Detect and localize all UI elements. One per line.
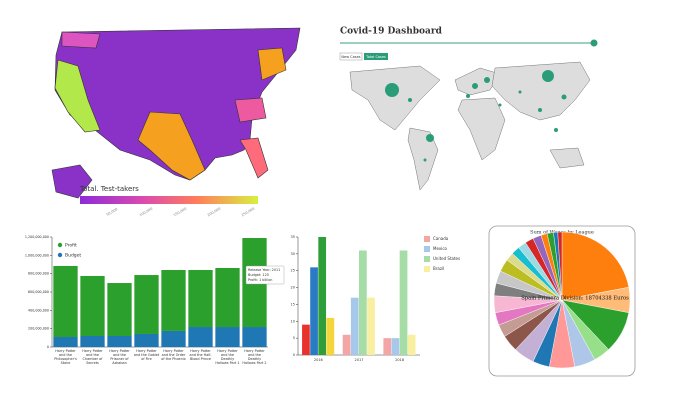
x-tick-label: Harry Potter and the Half-Blood Prince <box>189 349 212 362</box>
y-tick-label: 30 <box>291 252 295 256</box>
scale-tick-label: 100,000 <box>139 207 154 218</box>
legend-label: Profit <box>65 243 77 249</box>
bar <box>399 250 408 355</box>
case-bubbles <box>385 70 567 162</box>
x-tick-label: Harry Potter and the Deathly Hallows Par… <box>215 349 240 366</box>
scale-tick-label: 200,000 <box>207 207 222 218</box>
bar <box>359 250 367 355</box>
tooltip <box>245 265 285 285</box>
legend-title: Total. Test-takers <box>79 185 139 193</box>
tooltip-line: Release Year: 2011 <box>248 268 280 272</box>
slider-handle[interactable] <box>590 39 598 47</box>
button[interactable] <box>339 52 363 61</box>
legend-swatch <box>424 246 430 252</box>
bar <box>367 297 375 355</box>
bar <box>407 334 416 355</box>
bar <box>342 334 351 355</box>
bar-segment <box>134 275 159 334</box>
scale-tick-label: 50,000 <box>106 207 119 217</box>
y-tick-label: 5 <box>293 336 295 340</box>
x-tick-label-box: Harry Potter and the Philosopher's Stone <box>54 349 77 366</box>
x-tick-label-box: Harry Potter and the Prisoner of Azkaban <box>109 349 130 366</box>
x-tick-label: 2018 <box>395 358 404 362</box>
legend-label: Canada <box>433 236 449 241</box>
bar <box>302 324 310 355</box>
legend-label: United States <box>433 256 460 261</box>
tooltip-line: Profit: 1 billion <box>248 278 272 282</box>
y-tick-label: 600,000,000 <box>28 290 49 294</box>
bar-segment <box>53 337 78 347</box>
x-tick-label: Harry Potter and the Deathly Hallows Par… <box>242 349 267 366</box>
bar-segment <box>53 265 78 338</box>
y-tick-label: 25 <box>291 269 295 273</box>
button-label: Total Cases <box>365 55 386 59</box>
x-tick-label-box: Harry Potter and the Chamber of Secrets <box>82 349 103 366</box>
y-tick-label: 20 <box>291 286 295 290</box>
scale-tick-label: 250,000 <box>241 207 256 218</box>
y-tick-label: 400,000,000 <box>28 308 49 312</box>
color-scale <box>80 196 258 204</box>
covid-title: Covid-19 Dashboard <box>340 27 443 37</box>
legend-label: Budget <box>65 253 81 259</box>
pie-tooltip: Spain Primera Division: 18704338 Euros <box>521 296 629 302</box>
y-tick-label: 1,200,000,000 <box>25 235 49 239</box>
bar <box>318 237 327 355</box>
y-tick-label: 200,000,000 <box>28 327 49 331</box>
x-tick-label: Harry Potter and the Order of the Phoeni… <box>161 349 186 362</box>
bar <box>350 297 359 355</box>
legend-swatch <box>424 266 430 272</box>
tooltip-line: Budget: 125 <box>248 273 269 277</box>
x-tick-label: Harry Potter and the Prisoner of Azkaban <box>109 349 130 366</box>
y-tick-label: 800,000,000 <box>28 272 49 276</box>
y-tick-label: 35 <box>291 235 295 239</box>
bar-segment <box>188 327 213 347</box>
x-tick-label: Harry Potter and the Chamber of Secrets <box>82 349 103 366</box>
button-label: New Cases <box>341 55 360 59</box>
bar-segment <box>107 283 132 336</box>
y-tick-label: 0 <box>293 353 295 357</box>
y-tick-label: 15 <box>291 302 295 306</box>
x-tick-label-box: Harry Potter and the Deathly Hallows Par… <box>215 349 240 366</box>
y-tick-label: 10 <box>291 319 295 323</box>
bar-segment <box>80 275 105 336</box>
x-tick-label: Harry Potter and the Goblet of Fire <box>133 349 160 362</box>
y-tick-label: 1,000,000,000 <box>25 253 49 257</box>
x-tick-label: Harry Potter and the Philosopher's Stone <box>54 349 77 366</box>
bar <box>326 317 335 355</box>
legend-swatch <box>57 242 63 248</box>
legend-label: Brazil <box>433 266 444 271</box>
x-tick-label-box: Harry Potter and the Order of the Phoeni… <box>161 349 186 362</box>
x-tick-label: 2016 <box>314 358 323 362</box>
x-tick-label-box: Harry Potter and the Deathly Hallows Par… <box>242 349 267 366</box>
bar-segment <box>107 336 132 347</box>
button[interactable] <box>364 53 388 60</box>
world-map <box>349 61 591 191</box>
bar-segment <box>215 267 240 328</box>
legend-label: Mexico <box>433 246 448 251</box>
legend-swatch <box>424 256 430 262</box>
bar <box>383 338 392 355</box>
y-tick-label: 0 <box>47 345 49 349</box>
legend-swatch <box>424 236 430 242</box>
bar-segment <box>161 270 186 331</box>
bar-segment <box>242 327 267 347</box>
bar-segment <box>215 327 240 347</box>
us-map <box>51 27 301 199</box>
x-tick-label: 2017 <box>355 358 364 362</box>
scale-tick-label: 150,000 <box>173 207 188 218</box>
bar <box>391 338 400 355</box>
pie-slice <box>561 231 630 301</box>
bar-segment <box>134 333 159 347</box>
bar-segment <box>80 336 105 347</box>
pie-slice <box>557 231 563 301</box>
legend-swatch <box>57 252 63 258</box>
bar-segment <box>188 270 213 328</box>
bar <box>310 267 318 355</box>
bar-segment <box>161 330 186 347</box>
x-tick-label-box: Harry Potter and the Half-Blood Prince <box>189 349 212 362</box>
x-tick-label-box: Harry Potter and the Goblet of Fire <box>133 349 160 362</box>
